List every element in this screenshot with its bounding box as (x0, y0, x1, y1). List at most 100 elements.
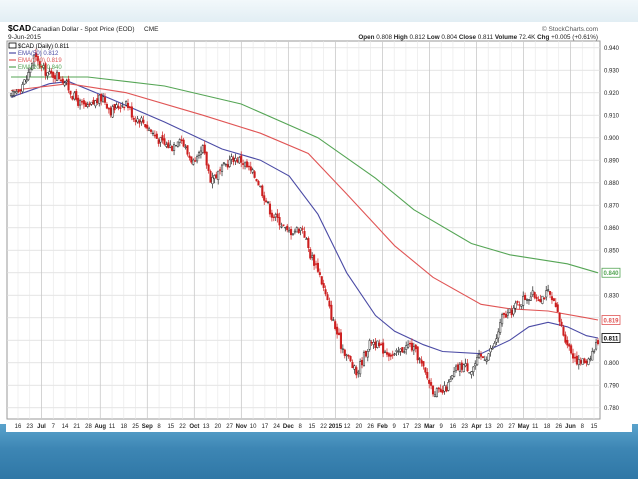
candle-body (454, 365, 458, 371)
x-tick-label: 7 (52, 424, 56, 430)
candle-body (316, 262, 319, 272)
candle-body (261, 185, 264, 197)
candle-body (525, 299, 529, 301)
candle-body (420, 359, 423, 364)
candle-body (495, 338, 498, 343)
candle-body (126, 102, 130, 108)
candle-body (384, 351, 387, 353)
candle-body (98, 94, 101, 104)
candle-body (32, 54, 36, 66)
candle-body (169, 144, 172, 148)
candle-body (180, 139, 183, 142)
y-tick-label: 0.890 (604, 158, 620, 164)
candle-body (564, 334, 567, 343)
candle-body (276, 213, 279, 218)
x-tick-label: 22 (320, 424, 327, 430)
legend-entry: EMA(200) 0.840 (18, 65, 62, 71)
candle-body (332, 319, 335, 321)
candle-body (541, 295, 544, 304)
candle-body (132, 118, 135, 120)
y-tick-label: 0.930 (604, 68, 620, 74)
candle-body (236, 159, 239, 163)
candle-body (322, 283, 325, 288)
candle-body (502, 312, 506, 315)
candle-body (270, 212, 273, 218)
x-tick-label: 23 (461, 424, 468, 430)
candle-body (389, 354, 392, 357)
candle-body (17, 90, 20, 93)
candle-body (453, 370, 456, 377)
candle-body (387, 353, 390, 357)
candle-body (524, 295, 527, 300)
candle-body (163, 138, 166, 145)
candle-body (80, 101, 84, 103)
candle-body (100, 94, 103, 102)
candle-body (278, 217, 281, 226)
candle-body (339, 332, 342, 349)
candle-body (67, 78, 70, 91)
x-tick-label: Nov (236, 424, 248, 430)
candle-body (320, 276, 323, 285)
candle-body (577, 359, 580, 366)
candle-body (449, 379, 452, 383)
x-tick-label: Jul (37, 424, 46, 430)
candle-body (140, 117, 143, 122)
candle-body (522, 296, 525, 306)
x-tick-label: 14 (62, 424, 69, 430)
candle-body (25, 79, 28, 82)
candle-body (489, 347, 492, 353)
x-tick-label: 10 (250, 424, 257, 430)
candle-body (155, 133, 158, 139)
candle-body (506, 312, 509, 316)
candle-body (230, 156, 233, 160)
candle-body (562, 326, 565, 336)
candle-body (259, 185, 262, 188)
candle-body (372, 341, 375, 345)
x-tick-label: May (518, 424, 530, 430)
candle-body (435, 388, 438, 397)
candle-body (40, 66, 43, 68)
x-tick-label: 2015 (329, 424, 343, 430)
candle-body (238, 157, 241, 164)
legend-entry: EMA(100) 0.819 (18, 58, 62, 64)
x-tick-label: 9 (392, 424, 396, 430)
candle-body (103, 97, 107, 103)
candle-body (50, 70, 53, 74)
y-tick-label: 0.940 (604, 46, 620, 52)
candle-body (48, 71, 51, 75)
legend-entry: $CAD (Daily) 0.811 (18, 44, 70, 50)
last-value-label: 0.819 (603, 318, 619, 324)
candle-body (220, 164, 224, 172)
candle-body (550, 296, 554, 301)
candle-body (353, 365, 356, 370)
candle-body (581, 358, 584, 365)
candle-body (476, 357, 479, 366)
candle-body (468, 372, 471, 374)
candle-body (34, 52, 37, 58)
x-tick-label: 18 (120, 424, 127, 430)
x-tick-label: Oct (189, 424, 199, 430)
candle-body (38, 61, 41, 68)
last-value-badge (601, 333, 621, 343)
x-tick-label: 9 (440, 424, 444, 430)
candle-body (105, 103, 108, 109)
candle-body (197, 152, 201, 156)
candle-body (255, 179, 258, 182)
candle-body (151, 132, 155, 135)
candle-body (121, 105, 124, 107)
x-tick-label: Feb (377, 424, 388, 430)
candle-body (63, 82, 66, 86)
candle-body (414, 344, 417, 350)
x-tick-label: 8 (581, 424, 585, 430)
candle-body (376, 340, 379, 348)
candle-body (77, 97, 80, 106)
candle-body (84, 102, 87, 107)
candle-body (54, 75, 57, 80)
quote-summary: Open 0.808 High 0.812 Low 0.804 Close 0.… (358, 34, 598, 41)
candle-body (201, 145, 204, 153)
candle-body (134, 119, 137, 123)
candle-body (364, 350, 367, 357)
candle-body (533, 292, 536, 298)
candle-body (268, 203, 272, 215)
candle-body (301, 228, 304, 230)
